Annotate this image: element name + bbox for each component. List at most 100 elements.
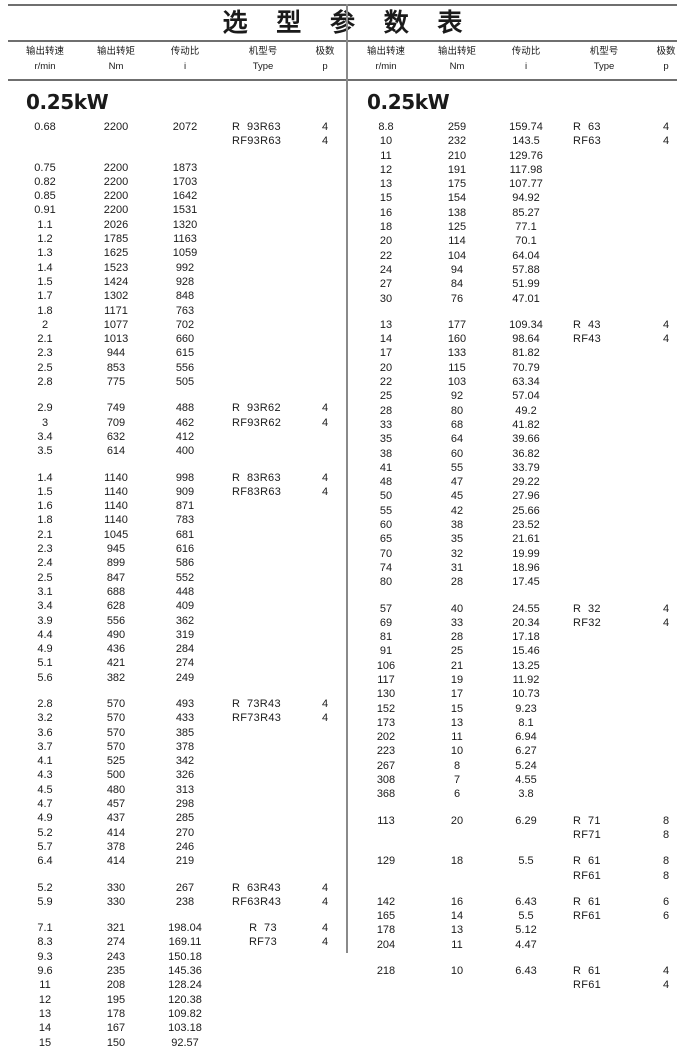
table-row[interactable]: 5.1 421 274 bbox=[8, 656, 346, 670]
table-row[interactable]: 13 177 109.34 R 43 4 bbox=[349, 318, 685, 332]
table-row[interactable]: 70 32 19.99 bbox=[349, 547, 685, 561]
table-row[interactable]: 30 76 47.01 bbox=[349, 292, 685, 306]
table-row[interactable]: 25 92 57.04 bbox=[349, 389, 685, 403]
table-row[interactable]: 65 35 21.61 bbox=[349, 532, 685, 546]
table-row[interactable]: 27 84 51.99 bbox=[349, 277, 685, 291]
table-row[interactable]: 18 125 77.1 bbox=[349, 220, 685, 234]
table-row[interactable]: 1.3 1625 1059 bbox=[8, 246, 346, 260]
table-row[interactable]: 2.5 853 556 bbox=[8, 361, 346, 375]
table-row[interactable]: 13 178 109.82 bbox=[8, 1007, 346, 1021]
table-row[interactable]: RF61 4 bbox=[349, 978, 685, 992]
table-row[interactable]: 3.4 632 412 bbox=[8, 430, 346, 444]
table-row[interactable]: 2.1 1045 681 bbox=[8, 528, 346, 542]
table-row[interactable]: 8.3 274 169.11 RF73 4 bbox=[8, 935, 346, 949]
table-row[interactable]: 3.2 570 433 RF73R43 4 bbox=[8, 711, 346, 725]
table-row[interactable]: 81 28 17.18 bbox=[349, 630, 685, 644]
table-row[interactable]: 1.4 1523 992 bbox=[8, 261, 346, 275]
table-row[interactable]: 2.4 899 586 bbox=[8, 556, 346, 570]
table-row[interactable]: 8.8 259 159.74 R 63 4 bbox=[349, 120, 685, 134]
table-row[interactable]: 0.75 2200 1873 bbox=[8, 161, 346, 175]
table-row[interactable]: 5.9 330 238 RF63R43 4 bbox=[8, 895, 346, 909]
table-row[interactable]: 5.2 414 270 bbox=[8, 826, 346, 840]
table-row[interactable]: 1.8 1140 783 bbox=[8, 513, 346, 527]
table-row[interactable]: 11 210 129.76 bbox=[349, 149, 685, 163]
table-row[interactable]: 55 42 25.66 bbox=[349, 504, 685, 518]
table-row[interactable]: 0.85 2200 1642 bbox=[8, 189, 346, 203]
table-row[interactable]: 5.6 382 249 bbox=[8, 671, 346, 685]
table-row[interactable]: 117 19 11.92 bbox=[349, 673, 685, 687]
table-row[interactable]: 5.2 330 267 R 63R43 4 bbox=[8, 881, 346, 895]
table-row[interactable]: 165 14 5.5 RF61 6 bbox=[349, 909, 685, 923]
table-row[interactable]: 2.1 1013 660 bbox=[8, 332, 346, 346]
table-row[interactable]: 223 10 6.27 bbox=[349, 744, 685, 758]
table-row[interactable]: 1.6 1140 871 bbox=[8, 499, 346, 513]
table-row[interactable]: 5.7 378 246 bbox=[8, 840, 346, 854]
table-row[interactable]: 35 64 39.66 bbox=[349, 432, 685, 446]
table-row[interactable]: 267 8 5.24 bbox=[349, 759, 685, 773]
table-row[interactable]: 4.1 525 342 bbox=[8, 754, 346, 768]
table-row[interactable]: 33 68 41.82 bbox=[349, 418, 685, 432]
table-row[interactable]: 4.4 490 319 bbox=[8, 628, 346, 642]
table-row[interactable]: 20 114 70.1 bbox=[349, 234, 685, 248]
table-row[interactable]: 3 709 462 RF93R62 4 bbox=[8, 416, 346, 430]
table-row[interactable]: 4.7 457 298 bbox=[8, 797, 346, 811]
table-row[interactable]: 218 10 6.43 R 61 4 bbox=[349, 964, 685, 978]
table-row[interactable]: 74 31 18.96 bbox=[349, 561, 685, 575]
table-row[interactable]: 0.82 2200 1703 bbox=[8, 175, 346, 189]
table-row[interactable]: 368 6 3.8 bbox=[349, 787, 685, 801]
table-row[interactable]: 69 33 20.34 RF32 4 bbox=[349, 616, 685, 630]
table-row[interactable]: 202 11 6.94 bbox=[349, 730, 685, 744]
table-row[interactable]: 129 18 5.5 R 61 8 bbox=[349, 854, 685, 868]
table-row[interactable]: 3.4 628 409 bbox=[8, 599, 346, 613]
table-row[interactable]: 20 115 70.79 bbox=[349, 361, 685, 375]
table-row[interactable]: 11 208 128.24 bbox=[8, 978, 346, 992]
table-row[interactable]: RF71 8 bbox=[349, 828, 685, 842]
table-row[interactable]: 60 38 23.52 bbox=[349, 518, 685, 532]
table-row[interactable]: 106 21 13.25 bbox=[349, 659, 685, 673]
table-row[interactable]: 0.68 2200 2072 R 93R63 4 bbox=[8, 120, 346, 134]
table-row[interactable]: 1.2 1785 1163 bbox=[8, 232, 346, 246]
table-row[interactable]: 2.3 944 615 bbox=[8, 346, 346, 360]
table-row[interactable]: RF93R63 4 bbox=[8, 134, 346, 148]
table-row[interactable]: 13 175 107.77 bbox=[349, 177, 685, 191]
table-row[interactable]: 2.9 749 488 R 93R62 4 bbox=[8, 401, 346, 415]
table-row[interactable]: 3.7 570 378 bbox=[8, 740, 346, 754]
table-row[interactable]: 1.7 1302 848 bbox=[8, 289, 346, 303]
table-row[interactable]: 50 45 27.96 bbox=[349, 489, 685, 503]
table-row[interactable]: 9.6 235 145.36 bbox=[8, 964, 346, 978]
table-row[interactable]: 173 13 8.1 bbox=[349, 716, 685, 730]
table-row[interactable]: 22 103 63.34 bbox=[349, 375, 685, 389]
table-row[interactable]: 152 15 9.23 bbox=[349, 702, 685, 716]
table-row[interactable]: 16 138 85.27 bbox=[349, 206, 685, 220]
table-row[interactable]: 2.3 945 616 bbox=[8, 542, 346, 556]
table-row[interactable]: 3.1 688 448 bbox=[8, 585, 346, 599]
table-row[interactable]: 308 7 4.55 bbox=[349, 773, 685, 787]
table-row[interactable]: 4.9 437 285 bbox=[8, 811, 346, 825]
table-row[interactable]: 130 17 10.73 bbox=[349, 687, 685, 701]
table-row[interactable]: 91 25 15.46 bbox=[349, 644, 685, 658]
table-row[interactable]: 113 20 6.29 R 71 8 bbox=[349, 814, 685, 828]
table-row[interactable]: 12 195 120.38 bbox=[8, 993, 346, 1007]
table-row[interactable]: 48 47 29.22 bbox=[349, 475, 685, 489]
table-row[interactable]: 14 160 98.64 RF43 4 bbox=[349, 332, 685, 346]
table-row[interactable]: 178 13 5.12 bbox=[349, 923, 685, 937]
table-row[interactable]: 17 133 81.82 bbox=[349, 346, 685, 360]
table-row[interactable]: 2.8 570 493 R 73R43 4 bbox=[8, 697, 346, 711]
table-row[interactable]: 9.3 243 150.18 bbox=[8, 950, 346, 964]
table-row[interactable]: 0.91 2200 1531 bbox=[8, 203, 346, 217]
table-row[interactable]: 2 1077 702 bbox=[8, 318, 346, 332]
table-row[interactable]: 38 60 36.82 bbox=[349, 447, 685, 461]
table-row[interactable]: RF61 8 bbox=[349, 869, 685, 883]
table-row[interactable]: 1.1 2026 1320 bbox=[8, 218, 346, 232]
table-row[interactable]: 1.4 1140 998 R 83R63 4 bbox=[8, 471, 346, 485]
table-row[interactable]: 7.1 321 198.04 R 73 4 bbox=[8, 921, 346, 935]
table-row[interactable]: 1.8 1171 763 bbox=[8, 304, 346, 318]
table-row[interactable]: 4.3 500 326 bbox=[8, 768, 346, 782]
table-row[interactable]: 28 80 49.2 bbox=[349, 404, 685, 418]
table-row[interactable]: 80 28 17.45 bbox=[349, 575, 685, 589]
table-row[interactable]: 41 55 33.79 bbox=[349, 461, 685, 475]
table-row[interactable]: 4.9 436 284 bbox=[8, 642, 346, 656]
table-row[interactable]: 12 191 117.98 bbox=[349, 163, 685, 177]
table-row[interactable]: 3.9 556 362 bbox=[8, 614, 346, 628]
table-row[interactable]: 3.5 614 400 bbox=[8, 444, 346, 458]
